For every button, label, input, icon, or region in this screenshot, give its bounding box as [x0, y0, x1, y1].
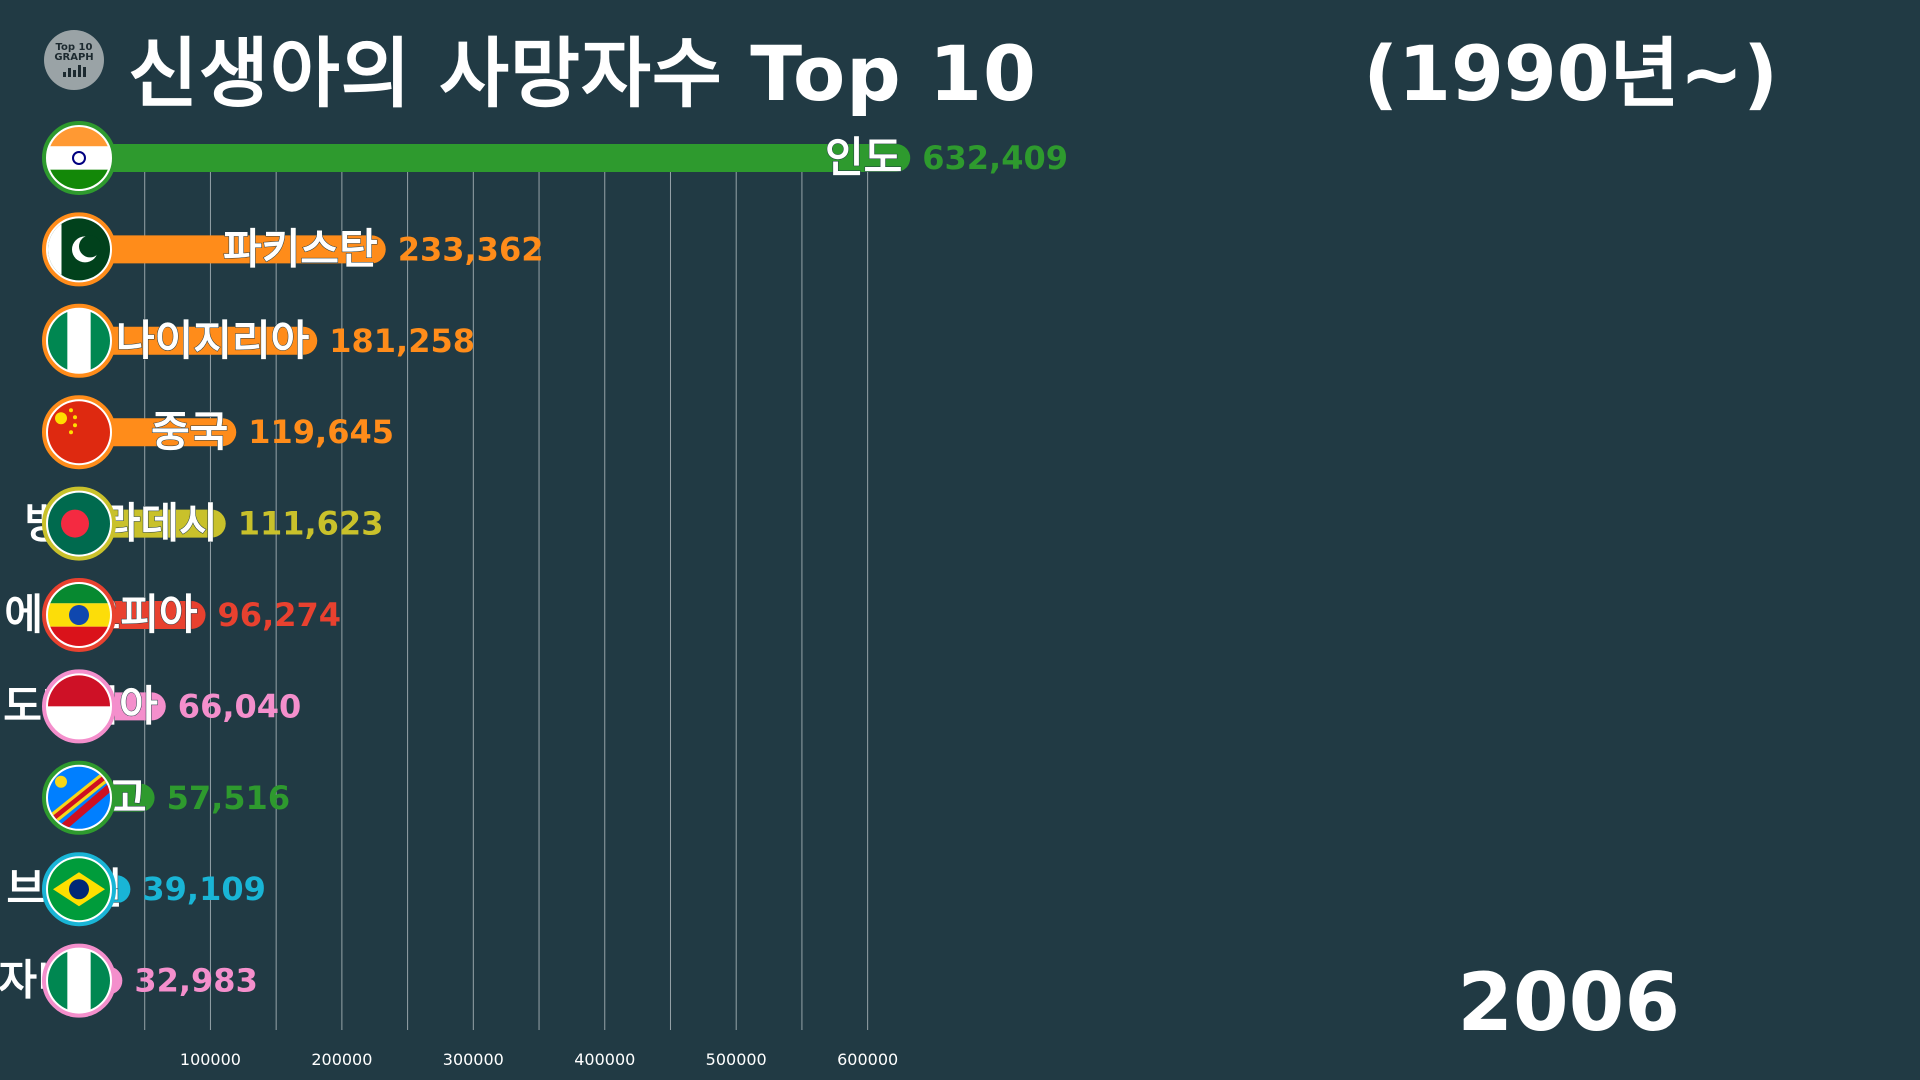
year-label: 2006	[1457, 956, 1680, 1049]
bar-value-label: 119,645	[248, 413, 394, 451]
bar-category-label: 나이지리아	[116, 316, 310, 365]
flag-badge	[42, 943, 116, 1018]
bar	[79, 326, 318, 355]
bar-row: 인도 632,409	[79, 133, 1068, 183]
bar-chart-icon	[62, 65, 86, 77]
x-tick-label: 200000	[311, 1050, 372, 1069]
logo-line2: GRAPH	[54, 52, 94, 63]
flag-badge	[42, 669, 116, 744]
bar-row: 나이지리아 181,258	[79, 315, 475, 365]
flag-badge	[42, 303, 116, 378]
tanzania-flag	[48, 949, 110, 1012]
bar-category-label: 인도	[825, 133, 902, 182]
x-axis-ticks: 100000 200000 300000 400000 500000 600000	[180, 1050, 898, 1069]
x-tick-label: 600000	[837, 1050, 898, 1069]
grid-lines	[144, 170, 869, 1030]
bar-value-label: 96,274	[218, 596, 341, 634]
brazil-flag	[48, 858, 110, 921]
bangladesh-flag	[48, 492, 110, 555]
flag-badge	[42, 486, 116, 561]
india-flag	[48, 127, 110, 189]
bar-value-label: 66,040	[178, 687, 301, 725]
chart-subtitle: (1990년~)	[1363, 29, 1778, 118]
bar-value-label: 57,516	[167, 779, 290, 817]
china-flag	[48, 401, 110, 464]
nigeria-flag	[48, 309, 110, 372]
flag-badge	[42, 852, 116, 927]
bar-row: 파키스탄 233,362	[79, 224, 544, 274]
x-tick-label: 100000	[180, 1050, 241, 1069]
bar-row: 탄자니아32,983	[0, 955, 258, 1005]
x-tick-label: 300000	[443, 1050, 504, 1069]
bar-value-label: 111,623	[238, 505, 384, 543]
bar-category-label: 중국	[151, 407, 228, 456]
bar-category-label: 파키스탄	[223, 224, 378, 273]
top10-graph-logo: Top 10 GRAPH	[44, 30, 104, 90]
bar-value-label: 32,983	[134, 962, 257, 1000]
bar-value-label: 233,362	[398, 230, 544, 268]
logo-line1: Top 10	[55, 42, 93, 53]
bar	[79, 509, 226, 538]
x-tick-label: 500000	[706, 1050, 767, 1069]
flag-badge	[42, 578, 116, 652]
bar-value-label: 632,409	[922, 139, 1068, 177]
flags	[42, 121, 116, 1018]
bar	[79, 235, 386, 264]
pakistan-flag	[48, 218, 110, 281]
bar	[79, 418, 237, 447]
ethiopia-flag	[48, 584, 110, 646]
flag-badge	[42, 760, 116, 835]
chart-title: 신생아의 사망자수 Top 10	[128, 29, 1037, 118]
dr-congo-flag	[48, 766, 110, 829]
bar-value-label: 181,258	[329, 322, 475, 360]
flag-badge	[42, 395, 116, 470]
bar	[79, 144, 911, 172]
flag-badge	[42, 121, 116, 195]
bars: 인도 632,409 파키스탄 233,362 나이지리아 181,258 중국 119,64…	[0, 133, 1068, 1006]
flag-badge	[42, 212, 116, 287]
x-tick-label: 400000	[574, 1050, 635, 1069]
bar-value-label: 39,109	[142, 870, 265, 908]
bar-row: 중국 119,645	[79, 407, 394, 457]
